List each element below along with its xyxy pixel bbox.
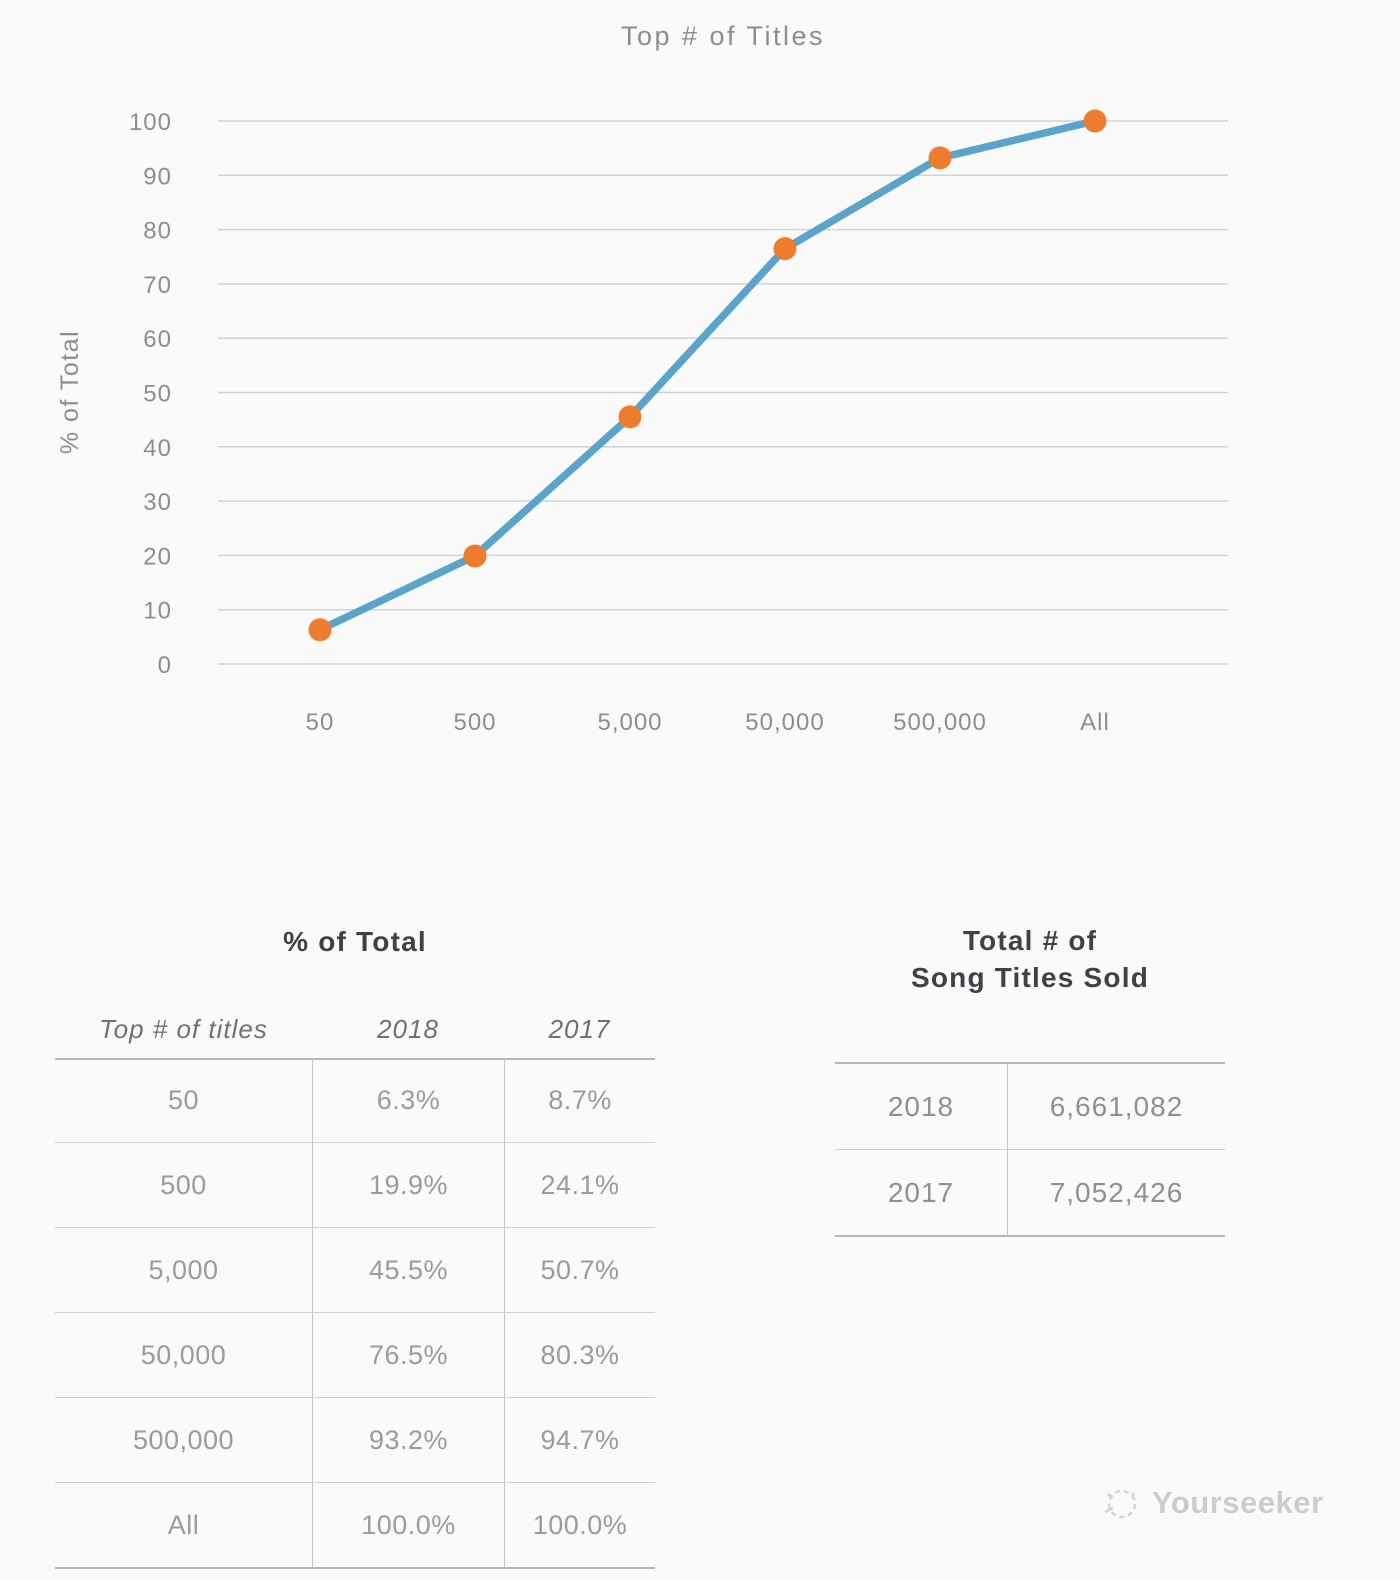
y-tick-label: 10 <box>143 598 172 625</box>
value-2017-cell: 100.0% <box>504 1483 655 1567</box>
x-tick-label: 500,000 <box>893 709 987 736</box>
value-2017-cell: 24.1% <box>504 1143 655 1227</box>
data-point-marker <box>928 146 952 170</box>
percent-table-header: Top # of titles 2018 2017 <box>55 1000 655 1060</box>
y-tick-label: 100 <box>129 109 172 136</box>
totals-table-title-line2: Song Titles Sold <box>910 962 1150 993</box>
data-point-marker <box>773 237 797 261</box>
value-2018-cell: 6.3% <box>312 1058 504 1142</box>
x-tick-label: All <box>1080 709 1110 736</box>
y-tick-label: 90 <box>143 163 172 190</box>
value-2018-cell: 76.5% <box>312 1313 504 1397</box>
totals-table-body: 2018 6,661,082 2017 7,052,426 <box>835 1062 1225 1237</box>
watermark: Yourseeker <box>1100 1482 1324 1524</box>
total-sold-cell: 6,661,082 <box>1007 1064 1225 1149</box>
y-tick-label: 70 <box>143 272 172 299</box>
value-2018-cell: 100.0% <box>312 1483 504 1567</box>
row-label-cell: 500 <box>160 1169 207 1200</box>
y-tick-label: 40 <box>143 435 172 462</box>
table-row: 2018 6,661,082 <box>835 1064 1225 1150</box>
yourseeker-logo-icon <box>1104 1489 1137 1519</box>
table-row: 2017 7,052,426 <box>835 1150 1225 1237</box>
row-label-cell: 50,000 <box>140 1339 227 1370</box>
x-tick-label: 50 <box>306 709 335 736</box>
row-label-cell: 5,000 <box>148 1254 219 1285</box>
year-cell: 2017 <box>887 1176 955 1208</box>
table-row: 500,000 93.2% 94.7% <box>55 1398 655 1483</box>
x-tick-label: 50,000 <box>745 709 824 736</box>
table-row: 50 6.3% 8.7% <box>55 1058 655 1143</box>
data-point-marker <box>618 405 642 429</box>
table-row: 5,000 45.5% 50.7% <box>55 1228 655 1313</box>
value-2017-cell: 50.7% <box>504 1228 655 1312</box>
x-tick-label: 5,000 <box>597 709 662 736</box>
value-2017-cell: 94.7% <box>504 1398 655 1482</box>
x-tick-label: 500 <box>453 709 496 736</box>
column-header-2018: 2018 <box>377 1013 439 1044</box>
value-2018-cell: 45.5% <box>312 1228 504 1312</box>
value-2017-cell: 80.3% <box>504 1313 655 1397</box>
y-axis-title: % of Total <box>56 330 84 454</box>
y-tick-label: 60 <box>143 326 172 353</box>
watermark-label: Yourseeker <box>1152 1485 1324 1520</box>
data-point-marker <box>308 618 332 642</box>
line-chart: 0 10 20 30 40 50 60 70 80 90 100 50 500 5,000 50,000 50… <box>56 21 1228 736</box>
year-cell: 2018 <box>887 1090 955 1122</box>
percent-table-title: % of Total <box>283 926 427 957</box>
table-row: All 100.0% 100.0% <box>55 1483 655 1569</box>
y-tick-label: 80 <box>143 218 172 245</box>
y-tick-label: 30 <box>143 489 172 516</box>
column-header-top-titles: Top # of titles <box>99 1013 268 1044</box>
total-sold-cell: 7,052,426 <box>1007 1150 1225 1235</box>
data-line-2018 <box>316 117 1099 634</box>
table-row: 50,000 76.5% 80.3% <box>55 1313 655 1398</box>
row-label-cell: 500,000 <box>132 1424 235 1455</box>
chart-title: Top # of Titles <box>621 21 825 51</box>
percent-table-body: 50 6.3% 8.7% 500 19.9% 24.1% 5,000 45.5% 50.7% 50… <box>55 1058 655 1569</box>
y-tick-label: 20 <box>143 543 172 570</box>
y-tick-label: 50 <box>143 381 172 408</box>
value-2018-cell: 19.9% <box>312 1143 504 1227</box>
row-label-cell: 50 <box>167 1084 200 1115</box>
column-header-2017: 2017 <box>548 1013 611 1044</box>
totals-table-title-line1: Total # of <box>962 925 1098 956</box>
value-2018-cell: 93.2% <box>312 1398 504 1482</box>
data-point-marker <box>1083 109 1107 133</box>
y-tick-label: 0 <box>158 652 172 679</box>
data-point-marker <box>463 544 487 568</box>
totals-table-title: Total # of Song Titles Sold <box>835 922 1225 996</box>
value-2017-cell: 8.7% <box>504 1058 655 1142</box>
row-label-cell: All <box>167 1509 200 1540</box>
table-row: 500 19.9% 24.1% <box>55 1143 655 1228</box>
